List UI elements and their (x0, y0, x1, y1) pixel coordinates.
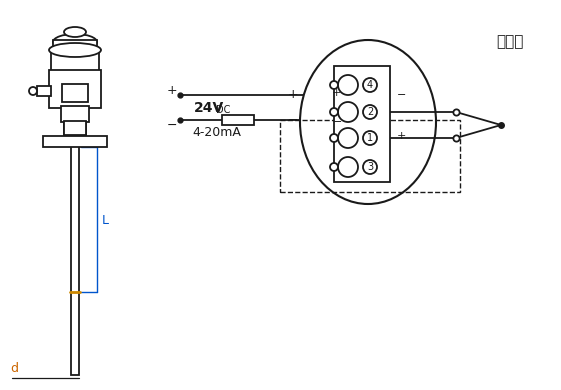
Bar (51, 48, 99, 72)
Text: +: + (332, 88, 341, 98)
Text: −: − (167, 119, 177, 131)
Circle shape (338, 102, 358, 122)
Circle shape (330, 134, 338, 142)
Text: 1: 1 (367, 133, 373, 143)
Text: DC: DC (216, 105, 231, 115)
Ellipse shape (49, 43, 101, 57)
Text: −: − (288, 113, 298, 126)
Bar (280, 120, 460, 192)
Text: 3: 3 (367, 162, 373, 172)
Text: 2: 2 (367, 107, 373, 117)
Bar (43, 136, 107, 147)
Circle shape (363, 78, 377, 92)
Ellipse shape (53, 34, 97, 50)
Text: +: + (397, 131, 406, 141)
Circle shape (363, 160, 377, 174)
Circle shape (363, 105, 377, 119)
Circle shape (338, 75, 358, 95)
Text: +: + (288, 89, 298, 101)
Bar (334, 66, 390, 182)
Bar (71, 146, 79, 375)
Bar (49, 70, 101, 108)
Text: L: L (102, 213, 108, 227)
Circle shape (330, 108, 338, 116)
Circle shape (29, 87, 37, 95)
Circle shape (330, 81, 338, 89)
Bar (53, 40, 97, 50)
Circle shape (338, 128, 358, 148)
Bar (222, 115, 254, 125)
Text: d: d (10, 362, 18, 374)
Ellipse shape (64, 27, 86, 37)
Text: 热电偶: 热电偶 (496, 34, 523, 50)
Text: −: − (333, 117, 343, 127)
Circle shape (363, 131, 377, 145)
Text: −: − (397, 90, 406, 100)
Bar (64, 121, 86, 135)
Circle shape (330, 163, 338, 171)
Circle shape (338, 157, 358, 177)
Ellipse shape (300, 40, 436, 204)
Text: 24V: 24V (194, 101, 224, 115)
Text: 4-20mA: 4-20mA (192, 126, 241, 140)
Bar (61, 106, 89, 122)
Bar (62, 84, 88, 102)
Text: 4: 4 (367, 80, 373, 90)
Bar (37, 86, 51, 96)
Text: +: + (167, 83, 177, 96)
